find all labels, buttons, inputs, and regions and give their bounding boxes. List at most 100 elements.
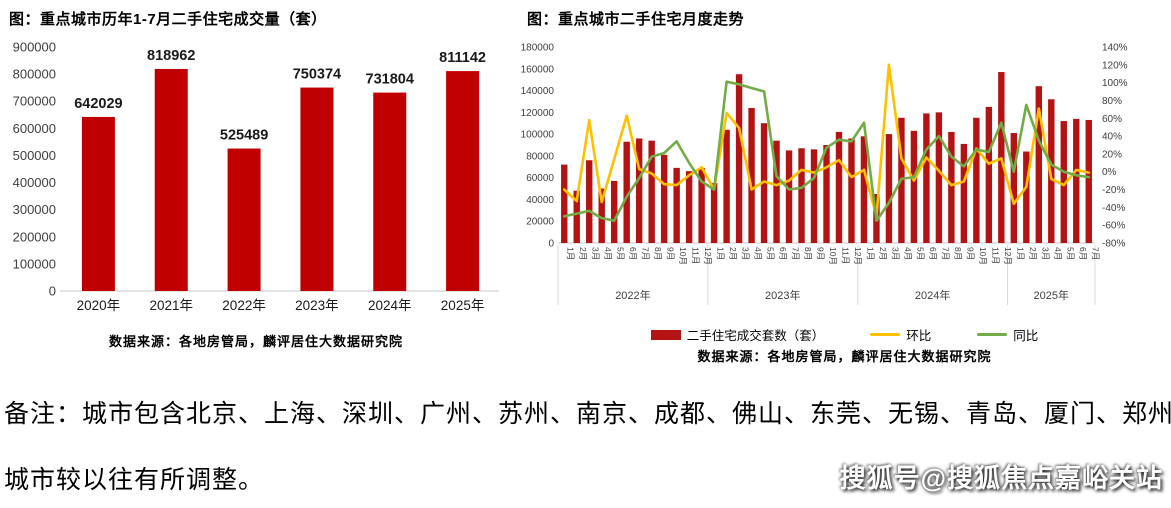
bar <box>773 140 780 243</box>
bar <box>561 164 568 243</box>
watermark: 搜狐号@搜狐焦点嘉峪关站 <box>839 463 1163 493</box>
year-label: 2022年 <box>615 288 650 302</box>
bar <box>1060 121 1067 243</box>
month-label: 7月 <box>791 247 801 260</box>
left-chart-svg: 0 100000 200000 300000 400000 500000 600000 700… <box>13 40 499 313</box>
bar-value-label: 642029 <box>74 96 122 112</box>
left-y-tick-label: 180000 <box>521 43 555 54</box>
bar-value-label: 818962 <box>147 48 195 64</box>
bar <box>973 117 980 243</box>
bar <box>935 112 943 243</box>
bar-value-label: 811142 <box>439 50 486 66</box>
month-label: 6月 <box>1078 247 1088 260</box>
left-chart-title: 图：重点城市历年1-7月二手住宅成交量（套） <box>9 11 327 28</box>
right-chart-source: 数据来源：各地房管局，麟评居住大数据研究院 <box>697 349 992 364</box>
month-label: 10月 <box>828 247 838 265</box>
y-tick-label: 100000 <box>13 256 56 271</box>
right-combo-chart: 0 20000 40000 60000 80000 100000 120000 140000 1… <box>518 31 1171 319</box>
right-y-tick-label: 140% <box>1102 43 1128 54</box>
month-label: 3月 <box>1040 247 1050 260</box>
bar <box>760 123 768 243</box>
bar <box>598 188 605 243</box>
month-label: 5月 <box>766 247 776 260</box>
right-y-tick-label: 40% <box>1102 132 1122 143</box>
bar <box>723 129 730 243</box>
bar-value-label: 750374 <box>293 67 341 83</box>
bar <box>373 92 407 291</box>
bar <box>685 171 693 243</box>
bar <box>748 107 755 243</box>
month-label: 2月 <box>728 247 738 260</box>
bar <box>848 138 855 243</box>
right-y-tick-label: 60% <box>1102 114 1122 125</box>
right-y-tick-label: 100% <box>1102 78 1128 89</box>
bar <box>573 190 580 243</box>
month-label: 10月 <box>678 247 688 265</box>
month-label: 1月 <box>1015 247 1025 260</box>
month-label: 12月 <box>703 247 713 265</box>
month-label: 2月 <box>1028 247 1038 260</box>
month-label: 3月 <box>591 247 601 260</box>
x-category-label: 2021年 <box>149 298 193 313</box>
right-y-tick-label: 20% <box>1102 149 1122 160</box>
legend-bar-swatch <box>650 329 681 340</box>
right-y-tick-label: -60% <box>1102 221 1125 232</box>
month-label: 3月 <box>890 247 900 260</box>
legend-bar-label: 二手住宅成交套数（套） <box>686 329 825 343</box>
x-category-label: 2022年 <box>222 298 266 313</box>
left-y-tick-label: 160000 <box>521 64 555 75</box>
left-chart-panel: 图：重点城市历年1-7月二手住宅成交量（套） 0 100000 200000 3000… <box>0 0 512 350</box>
bar <box>960 143 968 243</box>
bar <box>1010 133 1018 243</box>
y-tick-label: 200000 <box>13 229 56 244</box>
month-label: 4月 <box>753 247 763 260</box>
bar <box>673 167 680 243</box>
bar <box>81 116 115 291</box>
month-label: 6月 <box>778 247 788 260</box>
bar <box>586 160 593 243</box>
month-label: 10月 <box>978 247 988 265</box>
month-label: 6月 <box>628 247 638 260</box>
year-label: 2025年 <box>1034 288 1069 302</box>
month-label: 1月 <box>566 247 576 260</box>
month-label: 1月 <box>865 247 875 260</box>
bar <box>985 106 993 243</box>
bar <box>300 87 334 291</box>
right-y-tick-label: 0% <box>1102 167 1117 178</box>
x-category-label: 2025年 <box>441 298 485 313</box>
y-tick-label: 0 <box>49 284 56 299</box>
legend-item-tongbi: 同比 <box>977 325 1038 344</box>
bar <box>610 180 618 243</box>
left-y-tick-label: 40000 <box>526 195 554 206</box>
bar <box>1085 119 1092 243</box>
bar <box>648 140 655 243</box>
y-tick-label: 500000 <box>13 148 56 163</box>
y-tick-label: 400000 <box>13 175 56 190</box>
month-label: 3月 <box>741 247 751 260</box>
bar <box>785 150 793 243</box>
month-label: 7月 <box>1090 247 1100 260</box>
bar <box>623 141 630 243</box>
month-label: 5月 <box>616 247 626 260</box>
bar <box>446 71 480 291</box>
month-label: 7月 <box>940 247 950 260</box>
right-y-tick-label: -80% <box>1102 239 1125 250</box>
month-label: 9月 <box>666 247 676 260</box>
right-chart-panel: 图：重点城市二手住宅月度走势 0 20000 40000 60000 80000 1000… <box>518 0 1171 365</box>
bar <box>660 154 668 243</box>
note-text-line1: 备注：城市包含北京、上海、深圳、广州、苏州、南京、成都、佛山、东莞、无锡、青岛、… <box>4 399 1171 428</box>
right-chart-svg: 0 20000 40000 60000 80000 100000 120000 140000 1… <box>521 43 1128 305</box>
left-y-tick-label: 0 <box>548 239 554 250</box>
right-y-tick-label: -40% <box>1102 203 1125 214</box>
bar <box>823 145 830 243</box>
left-y-tick-label: 100000 <box>521 130 555 141</box>
legend-item-huanbi: 环比 <box>870 325 931 344</box>
bar <box>1035 86 1043 243</box>
legend-tongbi-label: 同比 <box>1013 329 1039 343</box>
bar <box>885 134 893 243</box>
bar <box>1073 118 1080 243</box>
left-chart-source: 数据来源：各地房管局，麟评居住大数据研究院 <box>108 334 403 349</box>
left-y-tick-label: 80000 <box>526 151 554 162</box>
legend-huanbi-label: 环比 <box>906 329 932 343</box>
